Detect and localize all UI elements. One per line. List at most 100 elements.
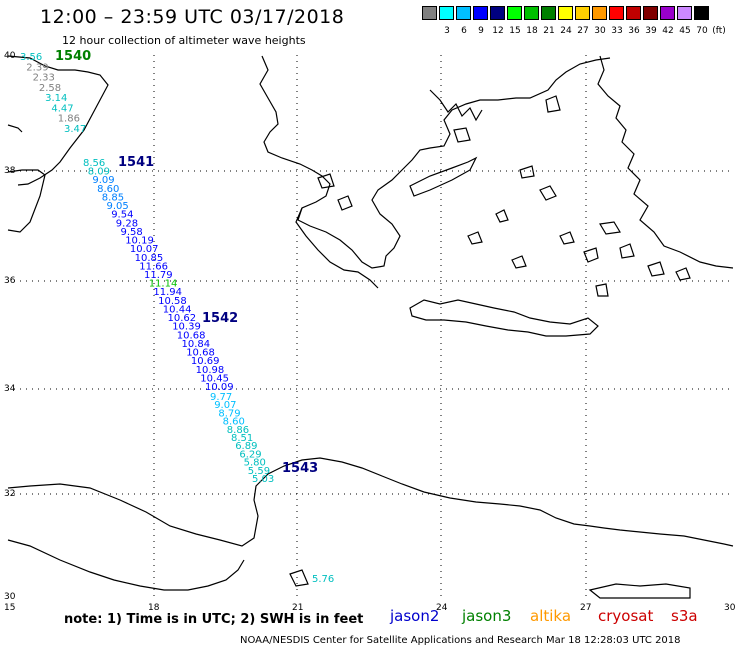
lon-label-15: 15 (4, 603, 16, 613)
swh-reading: 10.39 (172, 322, 201, 333)
legend-label: 24 (560, 26, 572, 36)
legend-swatch (660, 6, 675, 20)
legend-swatch (490, 6, 505, 20)
legend-swatch (677, 6, 692, 20)
swh-reading: 10.62 (168, 313, 197, 324)
swh-reading: 6.29 (239, 449, 261, 460)
legend-swatch (575, 6, 590, 20)
altimeter-track-1541: 8.568.099.098.608.859.059.549.289.5810.1… (83, 158, 234, 393)
lat-label-38: 38 (4, 166, 16, 176)
lon-label-27: 27 (580, 603, 592, 613)
swh-reading: 5.80 (244, 458, 266, 469)
swh-reading: 10.19 (125, 236, 154, 247)
legend-label: 45 (679, 26, 691, 36)
swh-reading: 10.07 (130, 244, 159, 255)
satellite-s3a: s3a (671, 607, 698, 625)
swh-reading: 9.58 (121, 227, 143, 238)
lat-label-30: 30 (4, 592, 16, 602)
swh-reading: 8.60 (223, 417, 245, 428)
swh-reading: 8.09 (88, 167, 110, 178)
legend-label: 9 (478, 26, 484, 36)
legend-unit: (ft) (712, 26, 726, 36)
coastlines (7, 55, 734, 599)
legend-label: 36 (628, 26, 640, 36)
legend-label: 6 (461, 26, 467, 36)
swh-reading: 9.54 (111, 210, 133, 221)
swh-reading: 10.44 (163, 305, 192, 316)
legend-swatch (643, 6, 658, 20)
swh-reading: 8.60 (97, 184, 119, 195)
legend-swatch (473, 6, 488, 20)
swh-reading: 3.14 (45, 93, 67, 104)
legend-label: 15 (509, 26, 521, 36)
swh-reading: 8.79 (218, 408, 240, 419)
lon-label-21: 21 (292, 603, 304, 613)
pass-label: 1541 (118, 155, 154, 170)
swh-reading: 1.86 (58, 114, 80, 125)
swh-reading: 10.58 (158, 296, 187, 307)
legend-swatch (541, 6, 556, 20)
swh-reading: 2.58 (39, 83, 61, 94)
pass-label: 1540 (55, 49, 91, 64)
legend-swatch (626, 6, 641, 20)
pass-label: 1543 (282, 461, 318, 476)
lat-label-40: 40 (4, 51, 16, 61)
swh-reading: 10.85 (135, 253, 164, 264)
swh-reading: 8.56 (83, 158, 105, 169)
legend-label: 70 (696, 26, 708, 36)
swh-reading: 10.84 (182, 339, 211, 350)
lon-label-18: 18 (148, 603, 160, 613)
swh-reading: 10.45 (200, 373, 229, 384)
swh-reading: 2.33 (33, 73, 55, 84)
swh-reading: 11.66 (139, 261, 168, 272)
legend-swatch (609, 6, 624, 20)
lon-label-24: 24 (436, 603, 448, 613)
lat-label-36: 36 (4, 276, 16, 286)
swh-reading: 10.69 (191, 356, 220, 367)
legend-label: 3 (444, 26, 450, 36)
lat-label-32: 32 (4, 489, 16, 499)
legend-swatch (422, 6, 437, 20)
swh-reading: 5.03 (252, 474, 274, 485)
legend-label: 18 (526, 26, 538, 36)
swh-reading: 11.94 (153, 287, 182, 298)
legend-swatch (694, 6, 709, 20)
satellite-jason3: jason3 (462, 607, 512, 625)
map-title: 12:00 – 23:59 UTC 03/17/2018 (40, 6, 345, 28)
swh-reading: 10.98 (196, 365, 225, 376)
swh-reading: 8.51 (231, 433, 253, 444)
legend-label: 30 (594, 26, 606, 36)
legend-swatch (558, 6, 573, 20)
swh-reading: 11.79 (144, 270, 173, 281)
lon-label-30: 30 (724, 603, 736, 613)
footnote: note: 1) Time is in UTC; 2) SWH is in fe… (64, 612, 364, 627)
legend-swatch (439, 6, 454, 20)
map-subtitle: 12 hour collection of altimeter wave hei… (62, 34, 306, 47)
legend-label: 39 (645, 26, 657, 36)
pass-labels: 1540 1541 1542 1543 (55, 49, 318, 476)
credit-footer: NOAA/NESDIS Center for Satellite Applica… (240, 635, 681, 646)
altimeter-track-1540: 3.562.392.332.583.144.471.863.47 (20, 52, 86, 135)
swh-reading: 10.09 (205, 382, 234, 393)
swh-reading: 9.28 (116, 218, 138, 229)
lat-label-34: 34 (4, 384, 16, 394)
swh-reading: 9.09 (92, 175, 114, 186)
satellite-cryosat: cryosat (598, 607, 654, 625)
legend-swatch (524, 6, 539, 20)
swh-reading: 6.89 (235, 441, 257, 452)
swh-reading: 8.85 (102, 193, 124, 204)
swh-reading: 11.14 (149, 279, 178, 290)
swh-reading: 3.56 (20, 52, 42, 63)
swh-reading: 5.59 (248, 466, 270, 477)
legend-label: 27 (577, 26, 589, 36)
swh-reading: 10.68 (177, 330, 206, 341)
legend-swatch (592, 6, 607, 20)
altimeter-track-1543: 9.779.078.798.608.868.516.896.295.805.59… (210, 392, 274, 485)
swh-reading: 9.05 (107, 201, 129, 212)
swh-reading: 9.77 (210, 392, 232, 403)
swh-reading: 9.07 (214, 400, 236, 411)
pass-label: 1542 (202, 311, 238, 326)
legend-swatch (507, 6, 522, 20)
legend-label: 12 (492, 26, 504, 36)
